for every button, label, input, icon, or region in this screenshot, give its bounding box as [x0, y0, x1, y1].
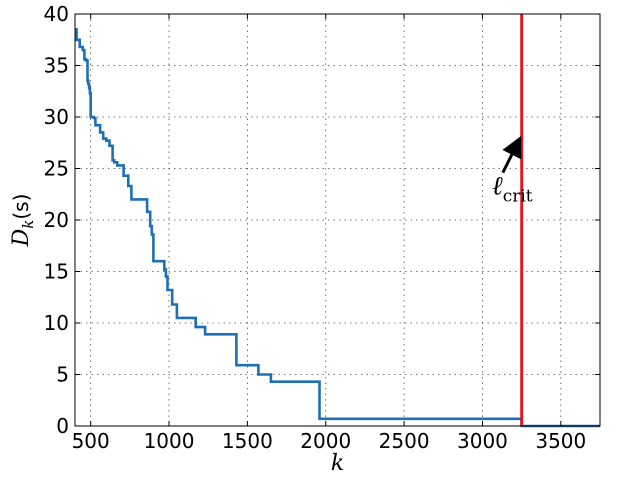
x-tick-label: 3500: [535, 429, 586, 453]
critical-label: ℓcrit: [492, 171, 533, 206]
x-tick-label: 2000: [300, 429, 351, 453]
y-axis-title-unit: (s): [9, 194, 33, 220]
y-axis-title: Dk(s): [9, 194, 37, 248]
x-axis-title: k: [331, 451, 344, 476]
critical-arrow: [501, 135, 522, 174]
critical-label-subscript: crit: [503, 186, 533, 206]
y-axis-title-symbol: D: [9, 228, 34, 247]
y-tick-label: 10: [44, 311, 69, 335]
x-tick-label: 3000: [457, 429, 508, 453]
y-tick-label: 20: [44, 208, 69, 232]
series-line: [75, 28, 600, 428]
x-tick-label: 1000: [144, 429, 195, 453]
x-tick-label: 1500: [222, 429, 273, 453]
axis-titles: k Dk(s): [9, 194, 344, 476]
y-tick-label: 40: [44, 2, 69, 26]
y-tick-label: 35: [44, 54, 69, 78]
x-tick-label: 500: [72, 429, 110, 453]
y-tick-label: 25: [44, 157, 69, 181]
critical-label-symbol: ℓ: [492, 171, 503, 201]
annotation-layer: ℓcrit: [492, 135, 533, 206]
x-tick-label: 2500: [379, 429, 430, 453]
y-axis-title-subscript: k: [19, 220, 37, 229]
y-tick-label: 15: [44, 260, 69, 284]
y-tick-label: 5: [56, 363, 69, 387]
y-tick-label: 30: [44, 105, 69, 129]
ticks: 500 1000 1500 2000 2500 3000 3500 0 5 10 15 20 25 30 3…: [44, 2, 600, 453]
series-layer: [75, 28, 600, 428]
y-tick-label: 0: [56, 414, 69, 438]
